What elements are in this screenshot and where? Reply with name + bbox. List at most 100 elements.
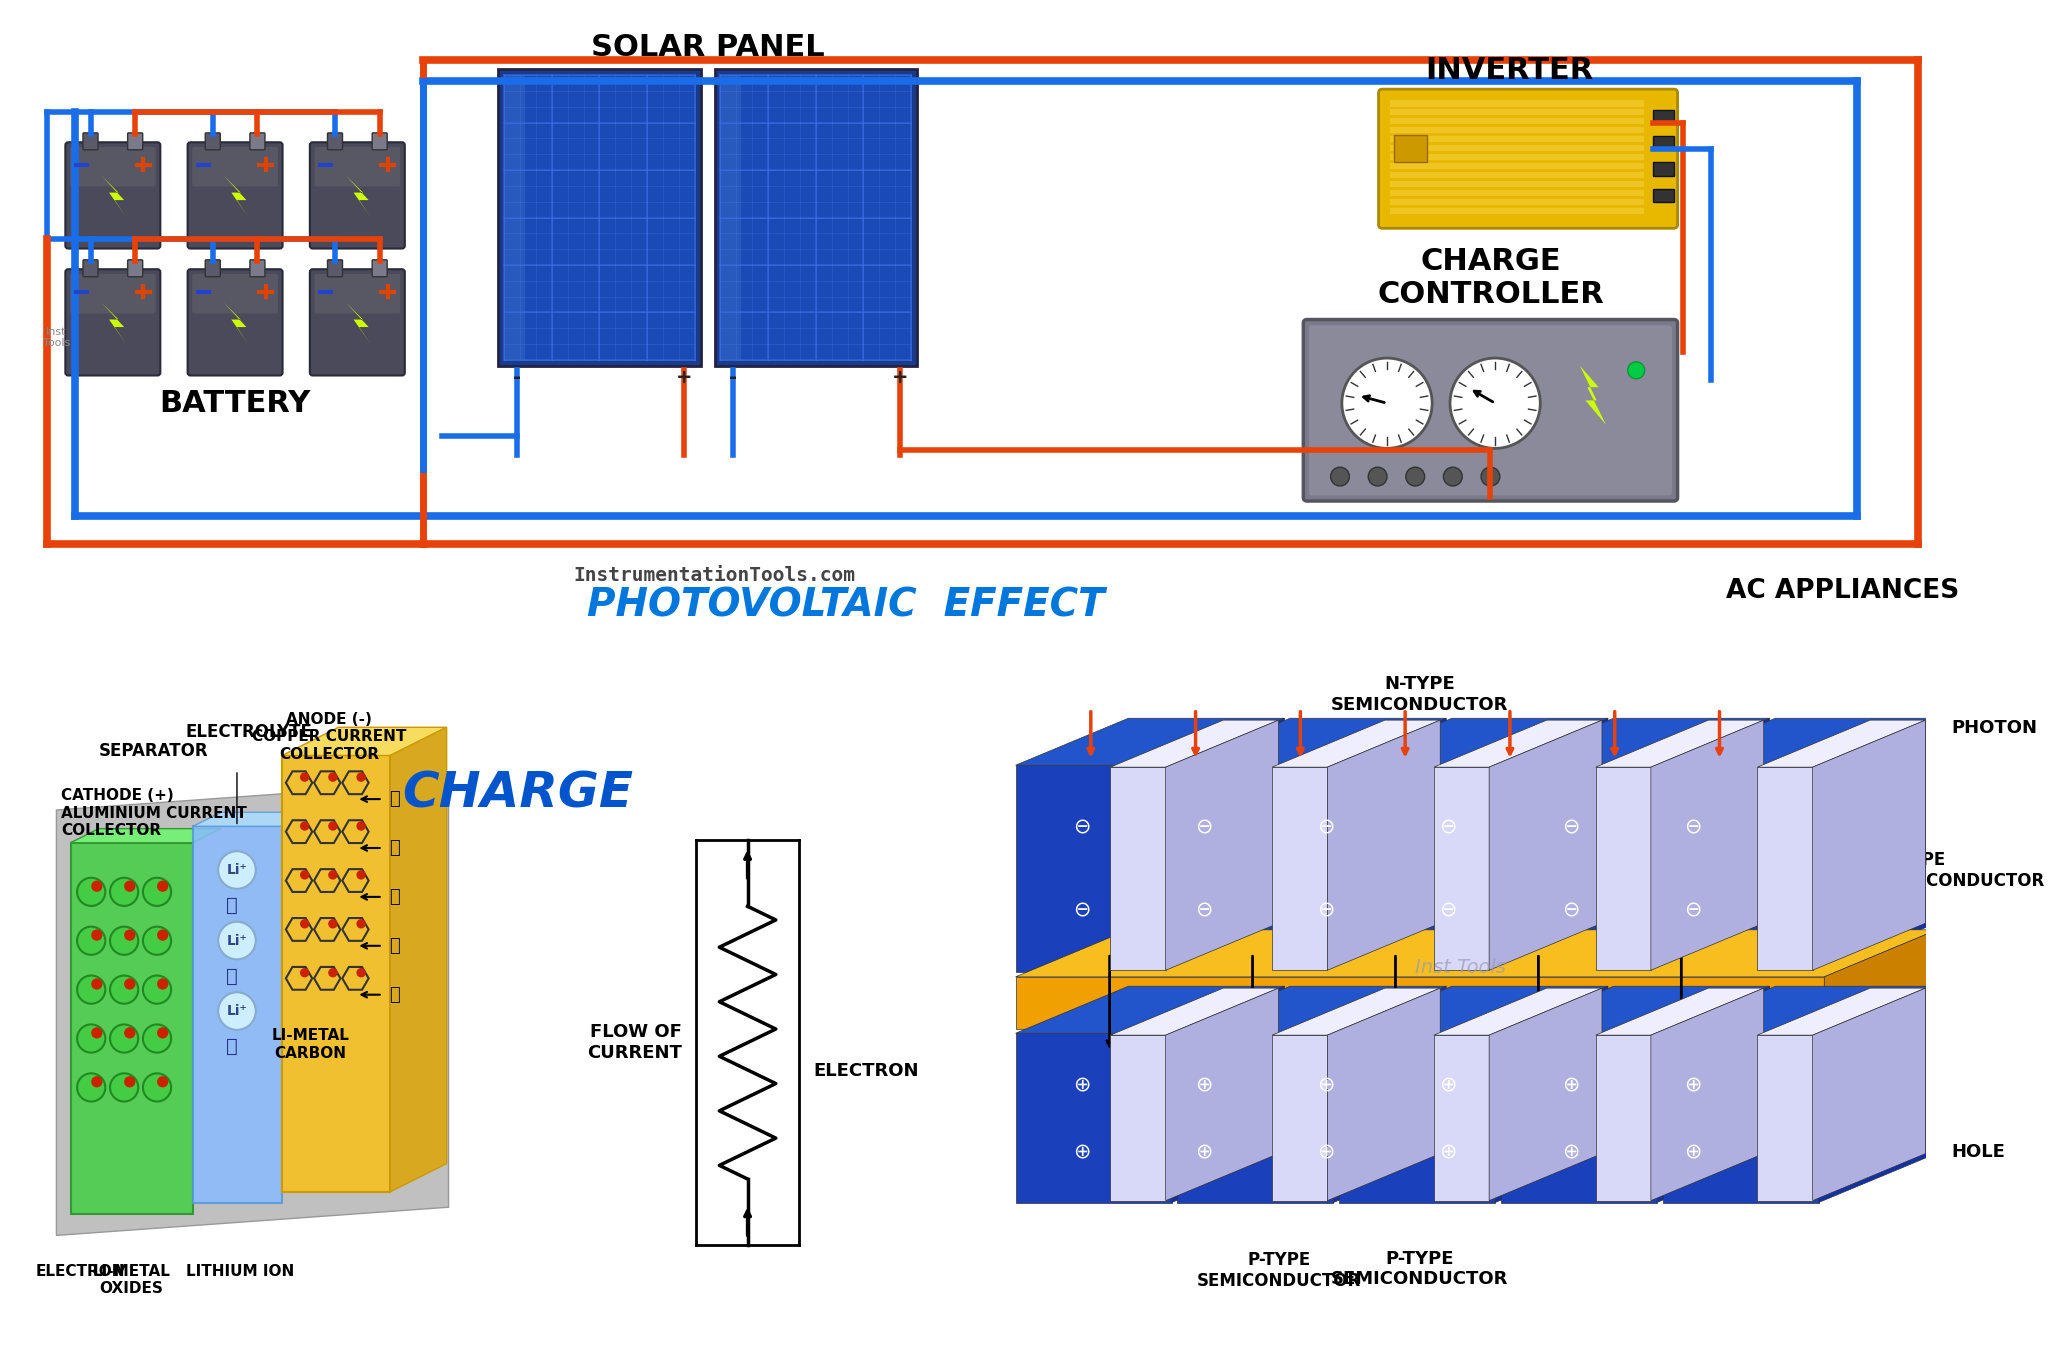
- Bar: [1653, 188, 1673, 202]
- Polygon shape: [1016, 1033, 1171, 1203]
- Text: BATTERY: BATTERY: [160, 389, 311, 418]
- FancyBboxPatch shape: [127, 132, 143, 150]
- Polygon shape: [1657, 718, 1769, 972]
- Bar: [1653, 162, 1673, 176]
- Circle shape: [299, 871, 309, 879]
- Text: SEPARATOR: SEPARATOR: [98, 743, 209, 760]
- FancyBboxPatch shape: [373, 259, 387, 277]
- Polygon shape: [1165, 988, 1278, 1201]
- Polygon shape: [1579, 366, 1606, 425]
- Circle shape: [143, 1073, 172, 1102]
- Text: ⊕: ⊕: [1317, 1074, 1335, 1093]
- Circle shape: [328, 822, 338, 831]
- Circle shape: [299, 919, 309, 928]
- Polygon shape: [1272, 767, 1327, 971]
- Text: LI-METAL
OXIDES: LI-METAL OXIDES: [92, 1264, 170, 1295]
- Text: Li⁺: Li⁺: [227, 863, 248, 876]
- Polygon shape: [1016, 987, 1284, 1033]
- Text: ⊕: ⊕: [1683, 1074, 1702, 1093]
- Circle shape: [158, 1076, 168, 1088]
- Text: ⊖: ⊖: [1073, 900, 1090, 920]
- Text: P-TYPE
SEMICONDUCTOR: P-TYPE SEMICONDUCTOR: [1196, 1252, 1362, 1290]
- Circle shape: [125, 979, 135, 990]
- Polygon shape: [1595, 988, 1763, 1035]
- Polygon shape: [70, 829, 221, 842]
- Circle shape: [356, 919, 367, 928]
- Text: P-TYPE
SEMICONDUCTOR: P-TYPE SEMICONDUCTOR: [1331, 1249, 1509, 1289]
- Text: +: +: [676, 367, 692, 386]
- Bar: [498, 70, 700, 366]
- Text: Inst
Tools: Inst Tools: [43, 326, 70, 348]
- Text: AC APPLIANCES: AC APPLIANCES: [1726, 579, 1960, 605]
- Text: ⊖: ⊖: [1563, 900, 1579, 920]
- Circle shape: [92, 1076, 102, 1088]
- Text: Li⁺: Li⁺: [227, 934, 248, 947]
- Bar: [1391, 109, 1645, 116]
- Polygon shape: [1657, 987, 1769, 1203]
- Text: ⊖: ⊖: [1440, 900, 1456, 920]
- Polygon shape: [1663, 766, 1819, 972]
- Text: ⓔ: ⓔ: [227, 897, 238, 916]
- Circle shape: [143, 878, 172, 906]
- Polygon shape: [1489, 721, 1602, 971]
- Circle shape: [143, 1024, 172, 1052]
- Polygon shape: [1339, 718, 1608, 766]
- FancyBboxPatch shape: [309, 142, 406, 248]
- Text: Li⁺: Li⁺: [227, 1005, 248, 1018]
- Text: +: +: [891, 367, 907, 386]
- Circle shape: [1481, 467, 1499, 486]
- Circle shape: [125, 880, 135, 891]
- Polygon shape: [1663, 987, 1931, 1033]
- Polygon shape: [193, 812, 311, 826]
- Circle shape: [143, 976, 172, 1003]
- Circle shape: [158, 880, 168, 891]
- Circle shape: [356, 871, 367, 879]
- FancyBboxPatch shape: [70, 147, 156, 187]
- Text: ⊕: ⊕: [1683, 1141, 1702, 1162]
- FancyBboxPatch shape: [66, 142, 160, 248]
- Text: ⊕: ⊕: [1563, 1074, 1579, 1093]
- Polygon shape: [1178, 718, 1446, 766]
- Text: -: -: [514, 367, 520, 386]
- FancyBboxPatch shape: [328, 132, 342, 150]
- Polygon shape: [1327, 721, 1440, 971]
- Circle shape: [111, 927, 137, 955]
- Polygon shape: [223, 303, 248, 344]
- Polygon shape: [1333, 718, 1446, 972]
- Polygon shape: [1016, 977, 1825, 1029]
- Text: ⊕: ⊕: [1073, 1074, 1090, 1093]
- Polygon shape: [1016, 718, 1284, 766]
- Circle shape: [299, 968, 309, 977]
- Polygon shape: [1651, 988, 1763, 1201]
- Bar: [1653, 136, 1673, 149]
- Polygon shape: [1819, 718, 1931, 972]
- FancyBboxPatch shape: [315, 147, 399, 187]
- Text: ⊕: ⊕: [1194, 1074, 1212, 1093]
- Polygon shape: [1812, 721, 1925, 971]
- Circle shape: [92, 930, 102, 940]
- Text: ⓔ: ⓔ: [389, 936, 399, 954]
- Polygon shape: [1663, 718, 1931, 766]
- FancyBboxPatch shape: [309, 269, 406, 375]
- Circle shape: [143, 927, 172, 955]
- FancyBboxPatch shape: [188, 142, 283, 248]
- Text: ⊕: ⊕: [1440, 1141, 1456, 1162]
- Text: FLOW OF
CURRENT: FLOW OF CURRENT: [588, 1024, 682, 1062]
- Polygon shape: [1663, 1033, 1819, 1203]
- Circle shape: [1368, 467, 1386, 486]
- Circle shape: [1331, 467, 1350, 486]
- Polygon shape: [1501, 718, 1769, 766]
- Polygon shape: [1339, 1033, 1495, 1203]
- Bar: [715, 70, 918, 366]
- Circle shape: [219, 921, 256, 960]
- Polygon shape: [1595, 721, 1763, 767]
- Circle shape: [78, 1024, 104, 1052]
- Polygon shape: [1489, 988, 1602, 1201]
- FancyBboxPatch shape: [205, 259, 221, 277]
- Bar: [1391, 136, 1645, 142]
- Bar: [1391, 172, 1645, 177]
- Polygon shape: [1272, 988, 1440, 1035]
- Polygon shape: [1272, 1035, 1327, 1201]
- Polygon shape: [1110, 721, 1278, 767]
- Bar: [1391, 145, 1645, 152]
